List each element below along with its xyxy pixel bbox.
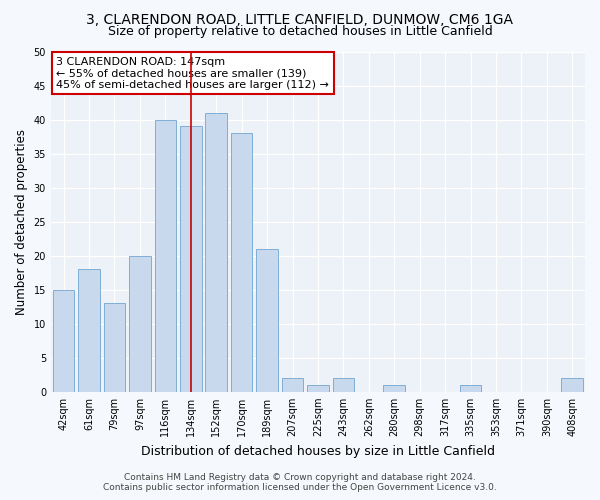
Bar [307, 385, 329, 392]
Bar [129, 256, 151, 392]
Bar [332, 378, 354, 392]
Bar [180, 126, 202, 392]
Bar [562, 378, 583, 392]
Y-axis label: Number of detached properties: Number of detached properties [15, 128, 28, 314]
Bar [383, 385, 405, 392]
Text: Size of property relative to detached houses in Little Canfield: Size of property relative to detached ho… [107, 25, 493, 38]
Bar [231, 133, 253, 392]
Bar [104, 304, 125, 392]
Text: 3 CLARENDON ROAD: 147sqm
← 55% of detached houses are smaller (139)
45% of semi-: 3 CLARENDON ROAD: 147sqm ← 55% of detach… [56, 56, 329, 90]
Text: 3, CLARENDON ROAD, LITTLE CANFIELD, DUNMOW, CM6 1GA: 3, CLARENDON ROAD, LITTLE CANFIELD, DUNM… [86, 12, 514, 26]
X-axis label: Distribution of detached houses by size in Little Canfield: Distribution of detached houses by size … [141, 444, 495, 458]
Bar [460, 385, 481, 392]
Bar [256, 249, 278, 392]
Bar [53, 290, 74, 392]
Bar [155, 120, 176, 392]
Text: Contains HM Land Registry data © Crown copyright and database right 2024.
Contai: Contains HM Land Registry data © Crown c… [103, 473, 497, 492]
Bar [205, 113, 227, 392]
Bar [282, 378, 304, 392]
Bar [78, 270, 100, 392]
